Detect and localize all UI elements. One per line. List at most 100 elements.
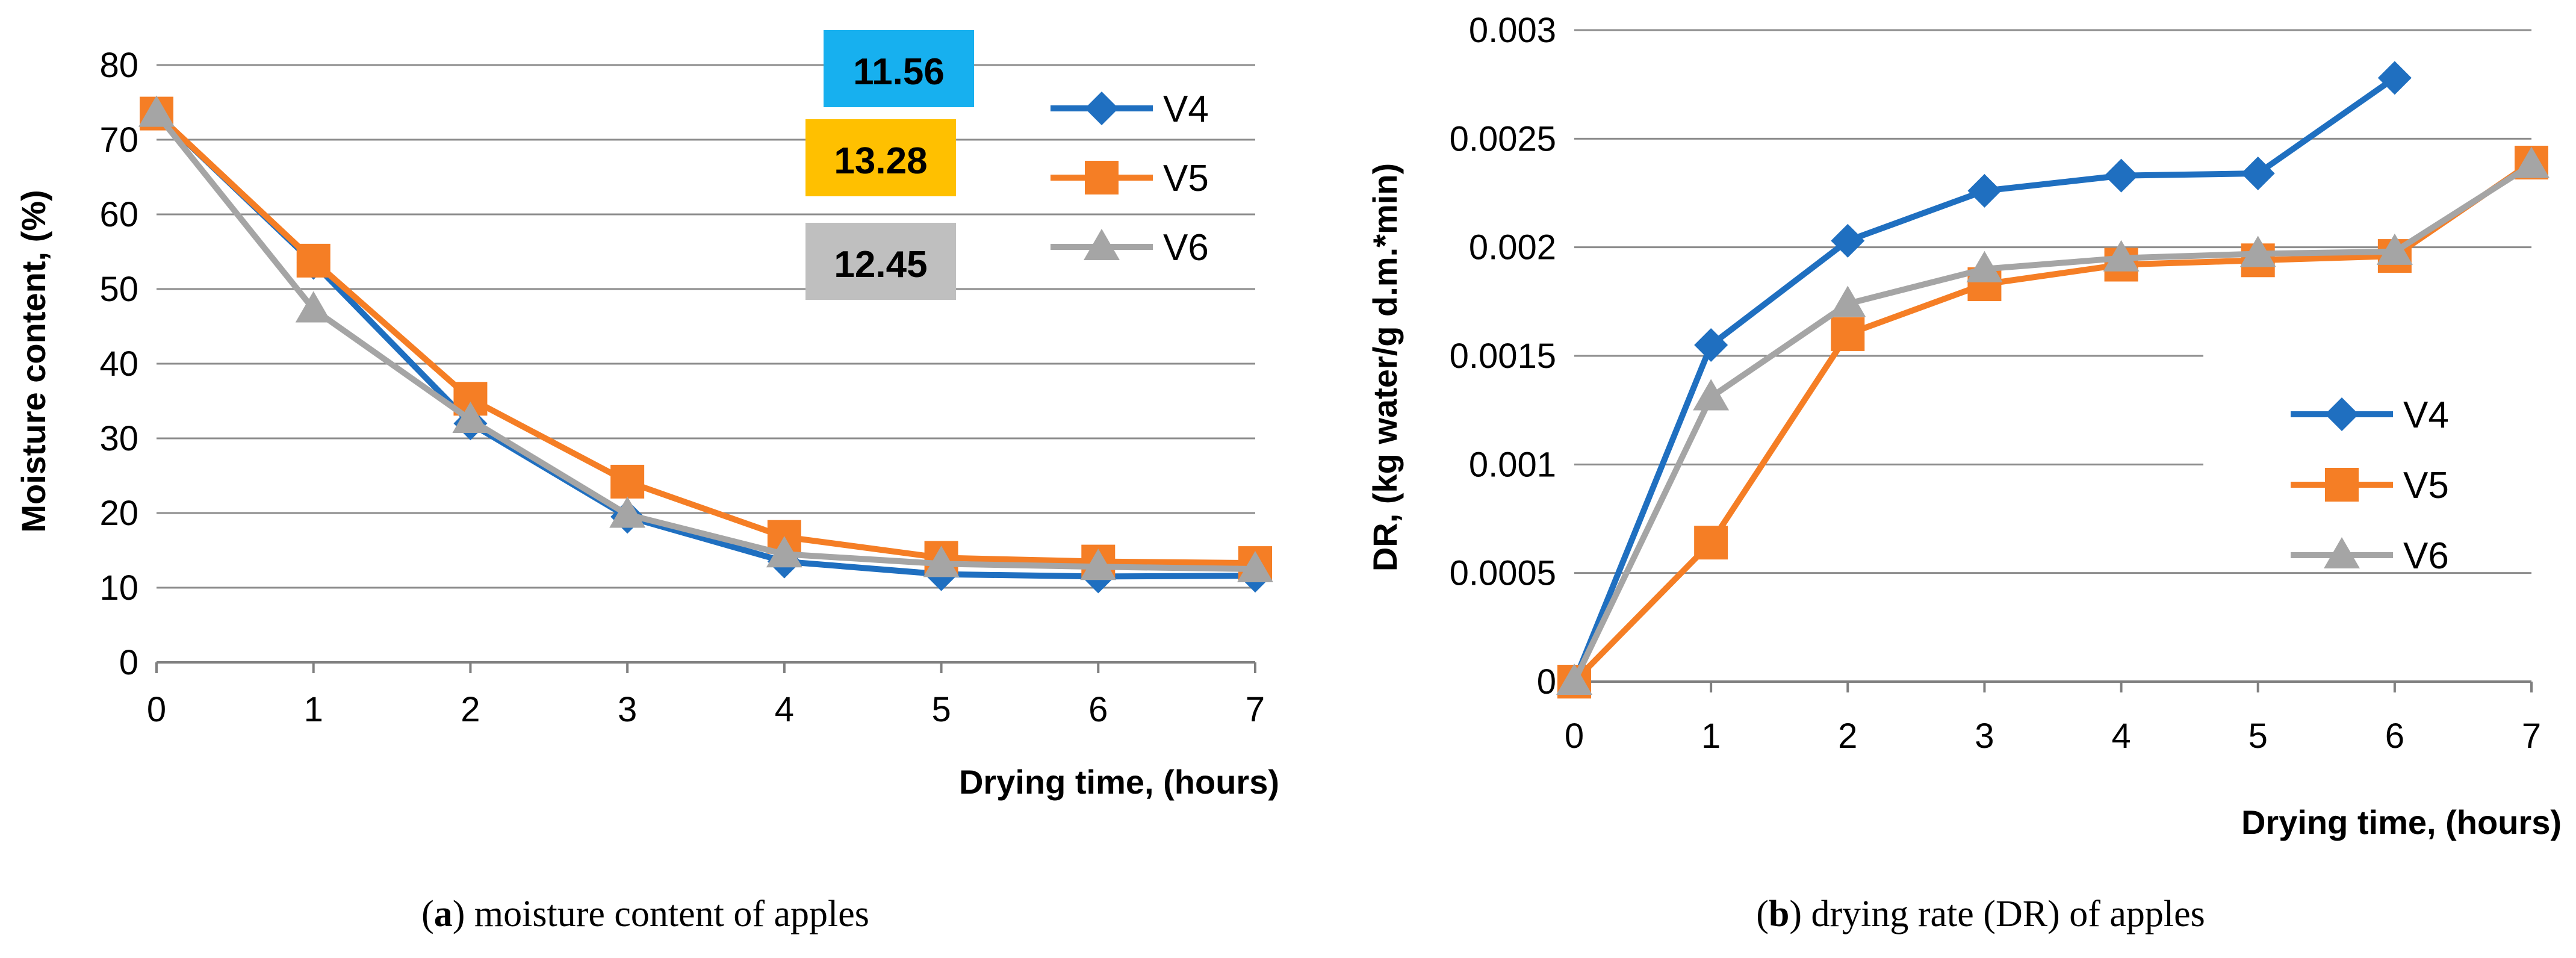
b-point-v4: [1967, 173, 2002, 208]
a-x-tick-label: 1: [304, 690, 323, 729]
b-point-v4: [1694, 328, 1728, 362]
a-line-v4: [154, 111, 1256, 580]
b-y-tick-label: 0.0005: [1450, 554, 1556, 593]
chart-b-legend-label-v4: V4: [2403, 394, 2449, 436]
a-line-v6: [154, 111, 1256, 572]
a-y-tick-label: 60: [99, 195, 138, 234]
diamond-marker-icon: [2325, 397, 2359, 431]
b-x-tick-label: 3: [1975, 717, 1994, 756]
a-x-tick-label: 0: [147, 690, 166, 729]
a-y-tick-label: 40: [99, 344, 138, 384]
a-y-tick-label: 80: [99, 46, 138, 85]
a-x-tick-label: 2: [461, 690, 480, 729]
callout-box-v6: [805, 223, 956, 300]
a-line-v5: [154, 111, 1256, 567]
b-x-tick-label: 7: [2522, 717, 2541, 756]
chart-b-caption: (b) drying rate (DR) of apples: [1756, 894, 2205, 935]
chart-b-series: [1556, 61, 2550, 698]
callout-value-v4: 11.56: [853, 51, 945, 93]
b-point-v5: [1694, 526, 1728, 560]
chart-b-legend-label-v5: V5: [2403, 465, 2449, 506]
a-y-tick-label: 30: [99, 419, 138, 458]
b-point-v5: [1831, 317, 1865, 351]
chart-b-legend: V4 V5 V6: [2291, 394, 2449, 577]
a-point-v6: [1237, 551, 1273, 582]
triangle-marker-icon: [2324, 537, 2360, 568]
b-point-v6: [1830, 285, 1866, 317]
chart-a-legend-v6: V6: [1051, 227, 1209, 269]
a-point-v6: [295, 291, 332, 323]
b-y-tick-label: 0.0015: [1450, 337, 1556, 376]
b-x-tick-label: 0: [1565, 717, 1584, 756]
chart-a-y-axis-title: Moisture content, (%): [14, 190, 52, 532]
b-point-v4: [1831, 223, 1865, 258]
b-point-v4: [2104, 158, 2138, 193]
chart-b-gridlines: [1574, 29, 2531, 574]
chart-a-caption-text: ) moisture content of apples: [453, 894, 869, 935]
chart-a-legend-v4: V4: [1051, 89, 1209, 130]
a-y-tick-label: 50: [99, 270, 138, 309]
a-x-tick-label: 7: [1246, 690, 1265, 729]
chart-b-y-tick-labels: 0 0.0005 0.001 0.0015 0.002 0.0025 0.003: [1450, 11, 1556, 701]
b-x-tick-label: 5: [2249, 717, 2268, 756]
a-x-tick-label: 4: [775, 690, 794, 729]
chart-a-legend: V4 V5 V6: [1051, 89, 1209, 269]
chart-a-series: [138, 95, 1273, 594]
b-point-v6: [2376, 233, 2413, 265]
b-point-v6: [1693, 379, 1730, 411]
b-line-v5: [1572, 160, 2533, 684]
chart-b-legend-v6: V6: [2291, 535, 2449, 577]
a-y-tick-label: 20: [99, 494, 138, 533]
b-point-v4: [2241, 157, 2275, 191]
chart-b-legend-label-v6: V6: [2403, 535, 2449, 577]
b-x-tick-label: 2: [1838, 717, 1857, 756]
b-point-v6: [1966, 250, 2003, 282]
chart-a-legend-label-v6: V6: [1163, 227, 1209, 269]
chart-a-moisture-content: 0 1 2 3 4 5 6 7 0 10 20 30 40 50 60 70 80 11.56 13.28 1…: [14, 30, 1279, 935]
chart-a-legend-label-v4: V4: [1163, 89, 1209, 130]
b-point-v4: [2377, 61, 2412, 95]
chart-a-x-axis-title: Drying time, (hours): [959, 763, 1279, 801]
a-point-v6: [452, 402, 489, 433]
chart-a-caption-letter: a: [434, 894, 453, 935]
chart-a-legend-label-v5: V5: [1163, 158, 1209, 199]
a-point-v6: [923, 546, 960, 577]
square-marker-icon: [2325, 468, 2359, 502]
a-point-v5: [610, 464, 645, 499]
b-x-tick-label: 6: [2385, 717, 2404, 756]
b-y-tick-label: 0.002: [1469, 228, 1556, 267]
caption-open-paren: (: [1756, 894, 1769, 935]
chart-b-caption-text: ) drying rate (DR) of apples: [1789, 894, 2205, 935]
a-y-tick-label: 0: [119, 643, 138, 682]
a-series-v6: [138, 95, 1273, 582]
a-y-tick-label: 70: [99, 120, 138, 160]
chart-b-caption-letter: b: [1769, 894, 1789, 935]
a-x-tick-label: 3: [618, 690, 637, 729]
chart-a-y-tick-labels: 0 10 20 30 40 50 60 70 80: [99, 46, 138, 682]
a-point-v5: [296, 243, 331, 278]
a-point-v6: [138, 95, 175, 127]
b-y-tick-label: 0: [1537, 662, 1556, 701]
b-line-v6: [1571, 162, 2533, 683]
chart-b-x-axis-title: Drying time, (hours): [2241, 803, 2562, 841]
b-series-v6: [1556, 146, 2550, 695]
chart-b-x-tick-labels: 0 1 2 3 4 5 6 7: [1565, 717, 2541, 756]
chart-b-y-axis-title: DR, (kg water/g d.m.*min): [1366, 163, 1404, 571]
callout-box-v4: [824, 30, 974, 107]
callout-value-v6: 12.45: [834, 244, 927, 285]
callout-box-v5: [805, 119, 956, 196]
chart-a-x-tick-marks: [155, 662, 1256, 673]
chart-a-legend-v5: V5: [1051, 158, 1209, 199]
b-y-tick-label: 0.001: [1469, 445, 1556, 484]
b-x-tick-label: 4: [2111, 717, 2131, 756]
a-point-v6: [1080, 549, 1117, 580]
b-point-v6: [2239, 235, 2276, 267]
a-point-v6: [766, 536, 802, 568]
a-x-tick-label: 6: [1088, 690, 1108, 729]
b-x-tick-label: 1: [1701, 717, 1721, 756]
diamond-marker-icon: [1085, 92, 1119, 125]
b-y-tick-label: 0.003: [1469, 11, 1556, 50]
a-y-tick-label: 10: [99, 568, 138, 608]
